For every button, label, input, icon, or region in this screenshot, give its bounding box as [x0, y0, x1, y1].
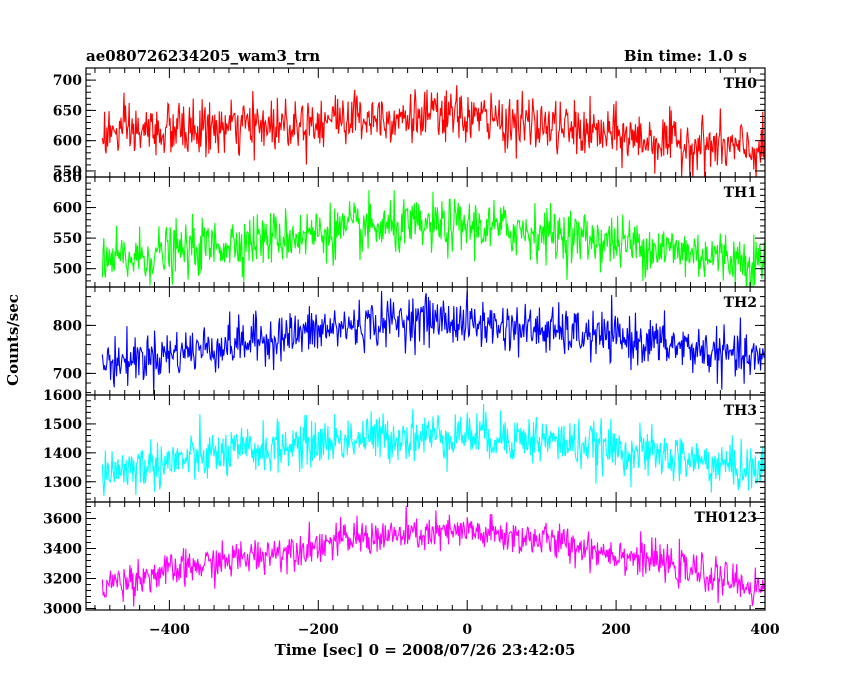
- x-tick-label: −400: [149, 622, 190, 638]
- y-tick-label: 1400: [43, 446, 82, 462]
- panel-name-label: TH2: [724, 295, 757, 311]
- x-axis-label: Time [sec] 0 = 2008/07/26 23:42:05: [275, 641, 576, 659]
- series-th2: [101, 290, 765, 395]
- y-tick-label: 700: [53, 73, 82, 89]
- panel-name-label: TH0: [724, 76, 758, 92]
- y-tick-label: 600: [53, 201, 82, 217]
- panel-th3: 1300 1400 1500 1600 TH3: [43, 388, 766, 503]
- y-tick-label: 550: [53, 164, 82, 180]
- panel-frame: [85, 394, 766, 503]
- panel-frame: [85, 501, 766, 611]
- series-th0123: [101, 505, 765, 607]
- panels-group: 550 600 650 700 TH0 500 550 600 650 TH1 700 800 TH2 1…: [43, 67, 766, 618]
- y-tick-label: 1500: [43, 417, 82, 433]
- x-tick-label: −200: [298, 622, 339, 638]
- y-tick-label: 3000: [43, 602, 82, 618]
- y-tick-label: 500: [53, 262, 82, 278]
- series-th1: [101, 190, 765, 287]
- y-tick-label: 1300: [43, 475, 82, 491]
- y-tick-label: 1600: [43, 388, 82, 404]
- y-tick-label: 800: [53, 318, 82, 334]
- chart-title: ae080726234205_wam3_trn: [86, 47, 320, 65]
- panel-th0: 550 600 650 700 TH0: [53, 67, 766, 180]
- panel-th2: 700 800 TH2: [53, 286, 766, 396]
- y-tick-label: 3400: [43, 542, 82, 558]
- y-tick-label: 3200: [43, 572, 82, 588]
- y-tick-label: 650: [53, 103, 82, 119]
- panel-name-label: TH3: [724, 403, 757, 419]
- y-tick-label: 650: [53, 170, 82, 186]
- x-tick-label: 400: [750, 622, 779, 638]
- y-tick-label: 600: [53, 134, 82, 150]
- y-tick-label: 3600: [43, 512, 82, 528]
- panel-th1: 500 550 600 650 TH1: [53, 170, 766, 288]
- series-th3: [101, 403, 765, 496]
- panel-name-label: TH1: [724, 185, 757, 201]
- y-axis-label: Counts/sec: [4, 294, 22, 386]
- bin-time-label: Bin time: 1.0 s: [624, 47, 747, 65]
- panel-name-label: TH0123: [694, 510, 757, 526]
- panel-th0123: 3000 3200 3400 3600 TH0123: [43, 501, 766, 618]
- x-tick-label: 0: [462, 622, 472, 638]
- x-axis-ticks: −400 −200 0 200 400: [149, 622, 780, 638]
- x-tick-label: 200: [601, 622, 630, 638]
- y-tick-label: 550: [53, 231, 82, 247]
- y-tick-label: 700: [53, 366, 82, 382]
- series-th0: [101, 85, 765, 177]
